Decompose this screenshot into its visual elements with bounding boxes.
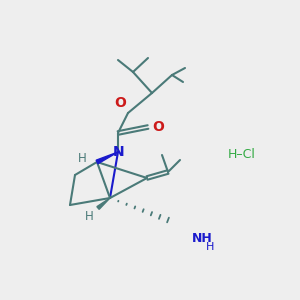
Text: O: O <box>152 120 164 134</box>
Polygon shape <box>97 198 110 209</box>
Text: H: H <box>206 242 214 252</box>
Text: H–Cl: H–Cl <box>228 148 256 161</box>
Text: H: H <box>78 152 87 166</box>
Text: O: O <box>114 96 126 110</box>
Polygon shape <box>96 152 118 164</box>
Text: H: H <box>85 210 94 223</box>
Text: N: N <box>113 145 125 159</box>
Text: NH: NH <box>192 232 213 244</box>
